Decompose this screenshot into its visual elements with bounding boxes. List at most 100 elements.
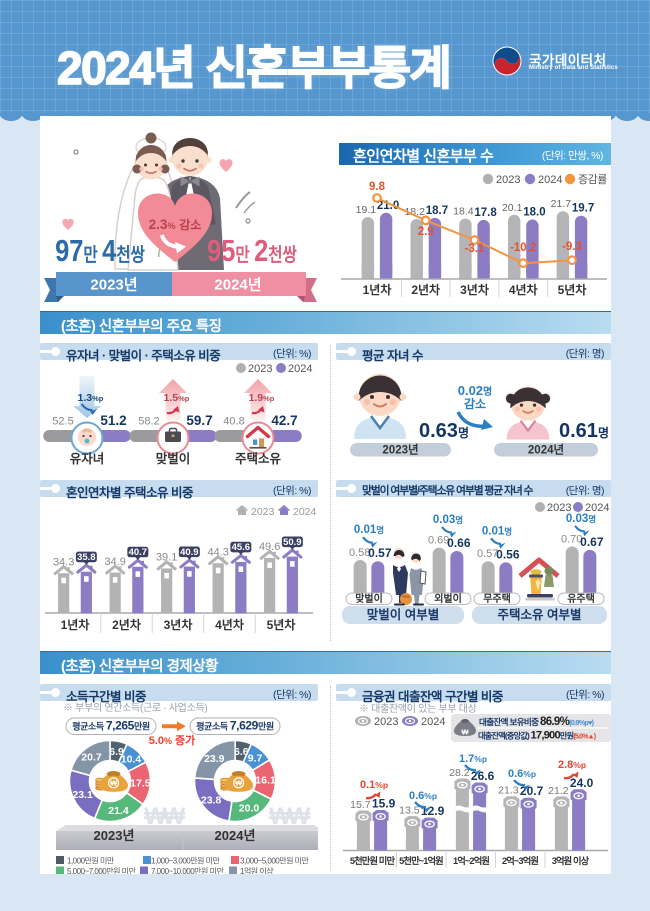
svg-text:유주택: 유주택	[567, 592, 595, 605]
svg-text:※ 대출잔액이 있는 부부 대상: ※ 대출잔액이 있는 부부 대상	[359, 703, 477, 715]
svg-text:0.67: 0.67	[580, 535, 604, 549]
svg-text:5,000~7,000만원 미만: 5,000~7,000만원 미만	[67, 867, 137, 874]
svg-text:1억원 이상: 1억원 이상	[240, 866, 274, 874]
svg-text:3억원 이상: 3억원 이상	[552, 855, 590, 866]
svg-text:2024: 2024	[538, 174, 562, 186]
svg-text:2023년: 2023년	[90, 277, 137, 294]
svg-text:6.6: 6.6	[234, 746, 249, 758]
svg-text:19.7: 19.7	[572, 203, 594, 215]
svg-text:23.9: 23.9	[204, 753, 225, 765]
svg-text:2023: 2023	[496, 174, 520, 186]
svg-text:대출잔액(중앙값) 17,900만원(5.0%▲): 대출잔액(중앙값) 17,900만원(5.0%▲)	[478, 730, 596, 742]
svg-text:17.8: 17.8	[474, 207, 497, 219]
svg-text:₩: ₩	[461, 728, 469, 737]
svg-text:증감률: 증감률	[578, 173, 607, 186]
svg-text:2023년: 2023년	[382, 443, 418, 457]
svg-text:맞벌이: 맞벌이	[156, 451, 191, 466]
svg-text:1년차: 1년차	[61, 617, 90, 632]
svg-text:5.0% 증가: 5.0% 증가	[149, 733, 196, 747]
svg-text:20.0: 20.0	[239, 803, 260, 815]
svg-text:40.9: 40.9	[180, 547, 199, 558]
svg-text:2023: 2023	[374, 716, 398, 728]
svg-text:15.7: 15.7	[350, 799, 371, 811]
svg-text:34.3: 34.3	[53, 556, 74, 568]
svg-text:2억~3억원: 2억~3억원	[502, 855, 538, 866]
svg-text:평균소득 7,265만원: 평균소득 7,265만원	[72, 719, 150, 733]
svg-text:34.9: 34.9	[104, 556, 125, 568]
svg-text:2024년: 2024년	[528, 443, 564, 457]
svg-text:외벌이: 외벌이	[434, 592, 462, 605]
svg-text:9.8: 9.8	[369, 181, 386, 193]
svg-text:-3.1: -3.1	[465, 243, 485, 255]
svg-text:24.0: 24.0	[570, 776, 594, 790]
svg-text:2.3% 감소: 2.3% 감소	[149, 217, 202, 232]
svg-text:맞벌이: 맞벌이	[355, 592, 383, 605]
svg-text:49.6: 49.6	[259, 541, 280, 553]
svg-text:평균소득 7,629만원: 평균소득 7,629만원	[196, 719, 274, 733]
svg-text:주택소유: 주택소유	[235, 451, 282, 466]
svg-text:21.4: 21.4	[108, 805, 129, 817]
svg-text:15.9: 15.9	[372, 797, 396, 811]
svg-text:맞벌이 여부별: 맞벌이 여부별	[367, 607, 439, 622]
svg-text:23.1: 23.1	[72, 789, 93, 801]
svg-text:0.1%p: 0.1%p	[360, 779, 388, 791]
svg-text:2024: 2024	[288, 363, 312, 375]
svg-text:40.7: 40.7	[129, 547, 148, 558]
svg-text:1,000만원 미만: 1,000만원 미만	[67, 857, 115, 866]
svg-text:2023: 2023	[248, 363, 272, 375]
svg-text:4년차: 4년차	[509, 282, 538, 297]
svg-text:21.3: 21.3	[498, 785, 519, 797]
svg-text:51.2: 51.2	[100, 413, 126, 428]
svg-text:2023: 2023	[547, 502, 571, 514]
svg-text:21.2: 21.2	[548, 785, 569, 797]
svg-text:7,000~10,000만원 미만: 7,000~10,000만원 미만	[151, 867, 224, 874]
svg-text:₩: ₩	[110, 779, 117, 788]
svg-text:0.6%p: 0.6%p	[508, 768, 536, 780]
svg-text:44.3: 44.3	[207, 546, 228, 558]
svg-text:21.0: 21.0	[377, 200, 399, 212]
svg-text:-9.3: -9.3	[562, 241, 582, 253]
svg-text:4년차: 4년차	[215, 617, 244, 632]
svg-text:0.01명: 0.01명	[354, 524, 384, 536]
svg-text:18.2: 18.2	[404, 206, 425, 218]
svg-text:2024: 2024	[293, 506, 317, 518]
svg-text:0.58: 0.58	[349, 547, 370, 559]
svg-text:16.1: 16.1	[255, 774, 276, 786]
svg-text:0.03명: 0.03명	[566, 513, 596, 525]
svg-text:2024년: 2024년	[215, 828, 256, 843]
svg-text:0.69: 0.69	[428, 535, 449, 547]
svg-text:감소: 감소	[464, 396, 486, 411]
svg-text:45.6: 45.6	[232, 542, 251, 553]
svg-text:18.4: 18.4	[453, 206, 474, 218]
svg-text:1.9%p: 1.9%p	[249, 392, 275, 404]
svg-text:1.5%p: 1.5%p	[164, 392, 190, 404]
svg-text:12.9: 12.9	[421, 804, 445, 818]
svg-text:35.8: 35.8	[77, 552, 96, 563]
svg-text:18.0: 18.0	[523, 207, 545, 219]
svg-text:1.7%p: 1.7%p	[459, 753, 487, 765]
svg-text:50.9: 50.9	[283, 537, 302, 548]
svg-text:0.57: 0.57	[368, 546, 392, 560]
svg-text:※ 부부의 연간소득(근로 · 사업소득): ※ 부부의 연간소득(근로 · 사업소득)	[63, 701, 207, 714]
svg-text:0.63명: 0.63명	[419, 420, 469, 442]
svg-text:1년차: 1년차	[363, 282, 392, 297]
svg-text:2.9: 2.9	[418, 226, 434, 238]
svg-text:59.7: 59.7	[186, 413, 212, 428]
svg-text:2.8%p: 2.8%p	[558, 759, 586, 771]
svg-text:0.57: 0.57	[477, 548, 498, 560]
svg-text:20.1: 20.1	[502, 202, 523, 214]
svg-text:17.5: 17.5	[130, 778, 151, 790]
svg-text:21.7: 21.7	[551, 198, 572, 210]
svg-text:20.7: 20.7	[81, 751, 102, 763]
svg-text:6.9: 6.9	[109, 746, 124, 758]
svg-text:52.5: 52.5	[52, 416, 73, 428]
svg-text:58.2: 58.2	[138, 416, 159, 428]
svg-text:5년차: 5년차	[558, 282, 587, 297]
svg-text:대출잔액 보유비중 86.9%(0.9%p♥): 대출잔액 보유비중 86.9%(0.9%p♥)	[479, 716, 595, 728]
svg-text:5년차: 5년차	[267, 617, 296, 632]
svg-text:2년차: 2년차	[411, 282, 440, 297]
svg-text:0.56: 0.56	[496, 547, 520, 561]
svg-text:3년차: 3년차	[460, 282, 489, 297]
svg-text:5천만~1억원: 5천만~1억원	[399, 855, 443, 866]
svg-text:2024: 2024	[421, 716, 445, 728]
